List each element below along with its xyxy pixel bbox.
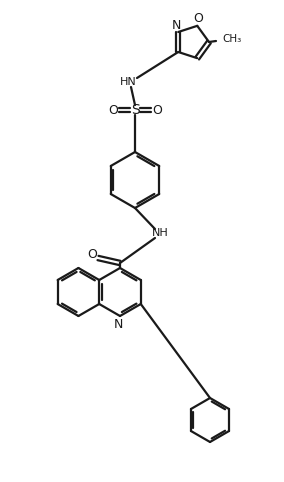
Text: N: N xyxy=(113,318,123,331)
Text: N: N xyxy=(172,18,181,31)
Text: NH: NH xyxy=(152,228,168,238)
Text: O: O xyxy=(87,249,97,262)
Text: O: O xyxy=(108,104,118,117)
Text: CH₃: CH₃ xyxy=(222,34,241,44)
Text: O: O xyxy=(152,104,162,117)
Text: S: S xyxy=(131,103,139,117)
Text: O: O xyxy=(193,13,203,26)
Text: HN: HN xyxy=(120,77,136,87)
